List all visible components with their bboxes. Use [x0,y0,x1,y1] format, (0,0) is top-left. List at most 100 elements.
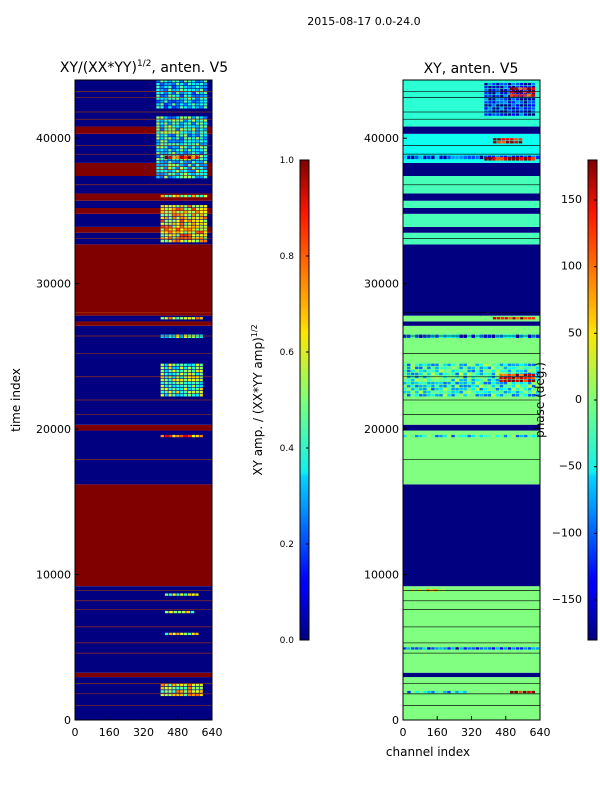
heatmap-cell [180,369,184,373]
heatmap-cell [180,240,184,243]
heatmap-cell [527,98,532,101]
heatmap-cell [176,231,180,234]
heatmap-cell [199,225,204,228]
heatmap-cell [184,140,188,143]
heatmap-cell [172,366,176,370]
heatmap-cell [491,391,496,394]
heatmap-cell [164,119,168,122]
heatmap-patch-8 [492,317,536,320]
heatmap-cell [415,394,419,397]
heatmap-cell [463,372,467,376]
heatmap-cell [492,157,496,161]
heatmap-cell [512,95,516,98]
heatmap-cell [168,137,172,140]
heatmap-cell [523,434,528,438]
heatmap-cell [172,106,176,109]
heatmap-cell [511,379,515,382]
heatmap-cell [164,378,168,382]
heatmap-cell [183,381,188,385]
heatmap-cell [423,372,427,376]
heatmap-cell [191,100,196,103]
heatmap-cell [168,140,172,143]
heatmap-cell [168,164,172,167]
heatmap-cell [411,372,415,376]
heatmap-cell [168,131,172,134]
heatmap-cell [479,387,483,391]
heatmap-cell [492,138,497,141]
heatmap-cell [515,376,519,380]
heatmap-cell [199,128,204,131]
heatmap-cell [511,391,516,394]
heatmap-cell [504,110,508,113]
heatmap-cell [435,384,439,388]
heatmap-cell [512,110,516,113]
heatmap-cell [499,384,504,388]
heatmap-cell [403,391,407,394]
heatmap-cell [487,391,492,394]
heatmap-cell [180,103,184,106]
heatmap-cell [455,690,459,694]
heatmap-cell [484,88,488,92]
heatmap-cell [504,317,508,320]
heatmap-band-12 [75,213,212,227]
heatmap-cell [184,210,188,214]
heatmap-patch-7 [160,317,203,320]
heatmap-cell [535,391,540,394]
heatmap-cell [164,216,168,220]
heatmap-cell [479,647,483,650]
heatmap-cell [471,372,475,376]
heatmap-cell [199,378,203,382]
heatmap-cell [419,372,423,376]
heatmap-cell [184,80,188,83]
heatmap-cell [183,363,188,367]
heatmap-cell [531,94,536,97]
heatmap-cell [180,194,184,198]
heatmap-cell [187,593,191,596]
heatmap-cell [523,391,528,394]
heatmap-cell [500,110,504,113]
heatmap-cell [172,175,176,179]
heatmap-cell [176,85,180,89]
heatmap-cell [503,366,508,370]
heatmap-cell [191,693,196,697]
heatmap-cell [431,387,435,391]
heatmap-cell [515,110,520,113]
heatmap-cell [451,647,455,650]
heatmap-cell [199,387,203,391]
heatmap-cell [487,384,492,388]
heatmap-cell [427,366,431,370]
heatmap-cell [164,175,168,179]
heatmap-cell [199,137,204,140]
heatmap-cell [191,317,196,320]
heatmap-cell [535,394,540,397]
heatmap-cell [519,647,524,650]
heatmap-cell [415,391,419,394]
heatmap-cell [168,122,172,125]
heatmap-cell [519,98,524,101]
heatmap-cell [160,169,164,173]
heatmap-cell [483,387,488,391]
heatmap-cell [527,157,532,161]
heatmap-cell [168,213,172,217]
heatmap-cell [187,384,192,388]
heatmap-patch-10 [484,157,536,161]
heatmap-cell [168,194,172,198]
phase-panel-title: XY, anten. V5 [424,61,519,77]
heatmap-cell [180,97,184,100]
heatmap-cell [183,683,188,687]
heatmap-cell [180,100,184,103]
heatmap-cell [496,104,500,107]
heatmap-cell [168,234,172,237]
heatmap-cell [172,137,176,140]
heatmap-cell [195,387,199,391]
heatmap-cell [183,693,188,697]
heatmap-cell [187,134,192,137]
heatmap-cell [199,149,204,152]
heatmap-cell [423,647,427,650]
heatmap-cell [451,434,455,438]
heatmap-cell [199,140,204,143]
heatmap-cell [415,378,419,382]
heatmap-cell [191,128,196,131]
heatmap-cell [195,164,200,167]
heatmap-cell [503,647,508,650]
